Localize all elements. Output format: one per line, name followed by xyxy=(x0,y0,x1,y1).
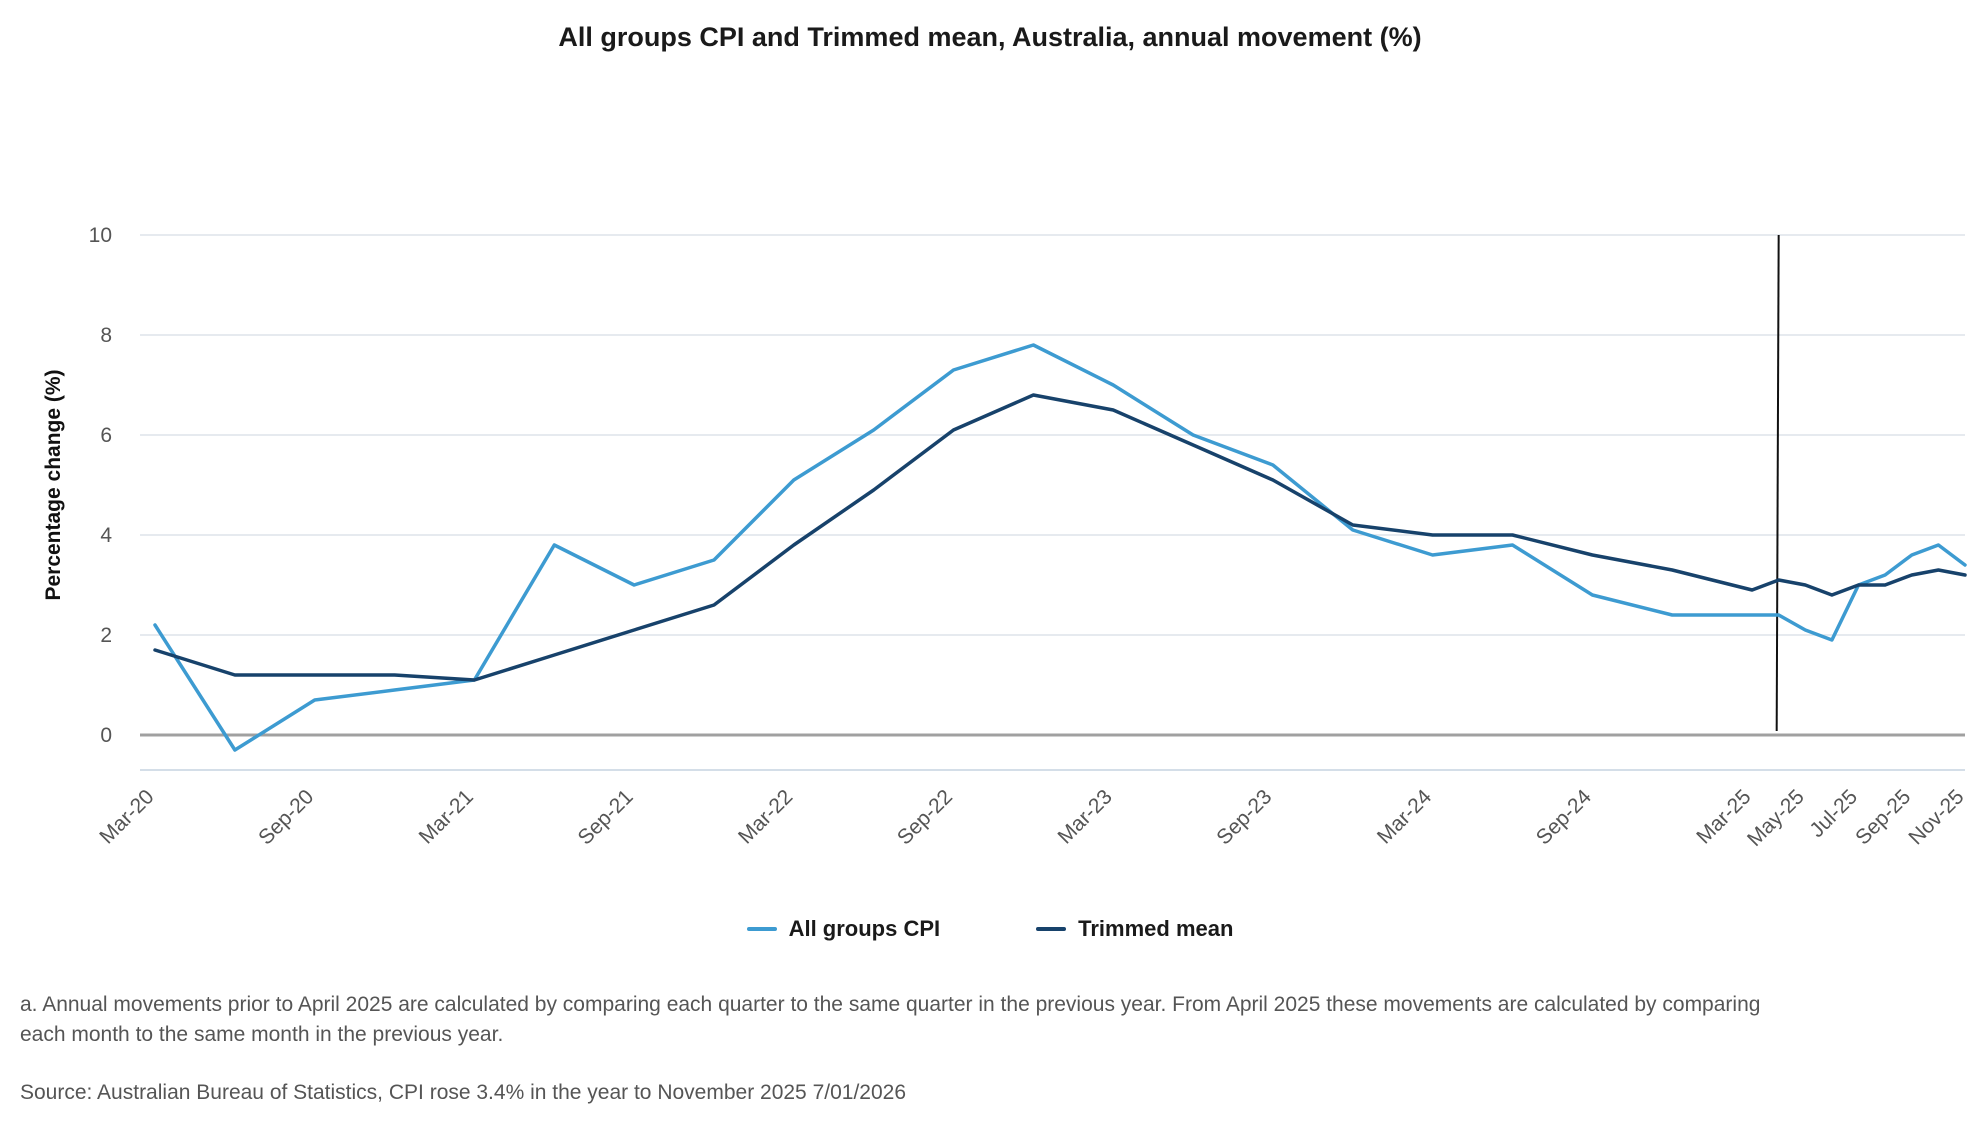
y-tick-label: 6 xyxy=(100,424,112,447)
x-tick-label: Sep-20 xyxy=(254,785,318,849)
series-line-trimmed-mean xyxy=(153,393,1967,682)
x-tick-label: Mar-24 xyxy=(1373,785,1437,849)
vertical-marker-line xyxy=(1775,234,1780,732)
legend-swatch-trimmed-mean xyxy=(1036,927,1067,931)
series-lines xyxy=(153,343,1967,752)
x-tick-label: Sep-21 xyxy=(574,785,638,849)
legend-item-cpi[interactable]: All groups CPI xyxy=(746,916,941,942)
legend-label-cpi: All groups CPI xyxy=(788,916,941,941)
legend-swatch-cpi xyxy=(746,927,777,931)
chart-title: All groups CPI and Trimmed mean, Austral… xyxy=(558,22,1422,52)
x-tick-label: Mar-21 xyxy=(415,785,478,848)
y-tick-label: 0 xyxy=(100,724,112,747)
axes xyxy=(140,234,1965,771)
x-tick-label: Sep-22 xyxy=(893,785,957,849)
line-chart: 0 2 4 6 8 10 Mar-20 Sep-20 Mar-21 Sep-21 Mar-22 Sep… xyxy=(42,224,1969,851)
legend-label-trimmed-mean: Trimmed mean xyxy=(1078,916,1234,941)
x-tick-label: May-25 xyxy=(1743,785,1809,851)
y-tick-label: 2 xyxy=(100,624,112,647)
y-tick-label: 4 xyxy=(100,524,112,547)
y-tick-label: 10 xyxy=(89,224,112,247)
source-note: Source: Australian Bureau of Statistics,… xyxy=(20,1081,906,1104)
x-tick-label: Sep-24 xyxy=(1532,785,1596,849)
x-tick-label: Mar-20 xyxy=(95,785,158,848)
x-tick-label: Sep-25 xyxy=(1851,785,1915,849)
legend-item-trimmed-mean[interactable]: Trimmed mean xyxy=(1036,916,1233,942)
x-tick-label: Nov-25 xyxy=(1904,785,1968,849)
footnote-a: a. Annual movements prior to April 2025 … xyxy=(20,993,1761,1046)
gridlines xyxy=(140,234,1965,636)
tick-labels: 0 2 4 6 8 10 Mar-20 Sep-20 Mar-21 Sep-21 Mar-22 Sep… xyxy=(89,224,1969,851)
y-axis-label: Percentage change (%) xyxy=(42,369,65,600)
series-line-cpi xyxy=(153,343,1967,752)
x-tick-label: Mar-22 xyxy=(734,785,797,848)
x-tick-label: Sep-23 xyxy=(1212,785,1276,849)
x-tick-label: Mar-23 xyxy=(1053,785,1116,848)
y-tick-label: 8 xyxy=(100,324,112,347)
legend: All groups CPI Trimmed mean xyxy=(0,916,1980,942)
